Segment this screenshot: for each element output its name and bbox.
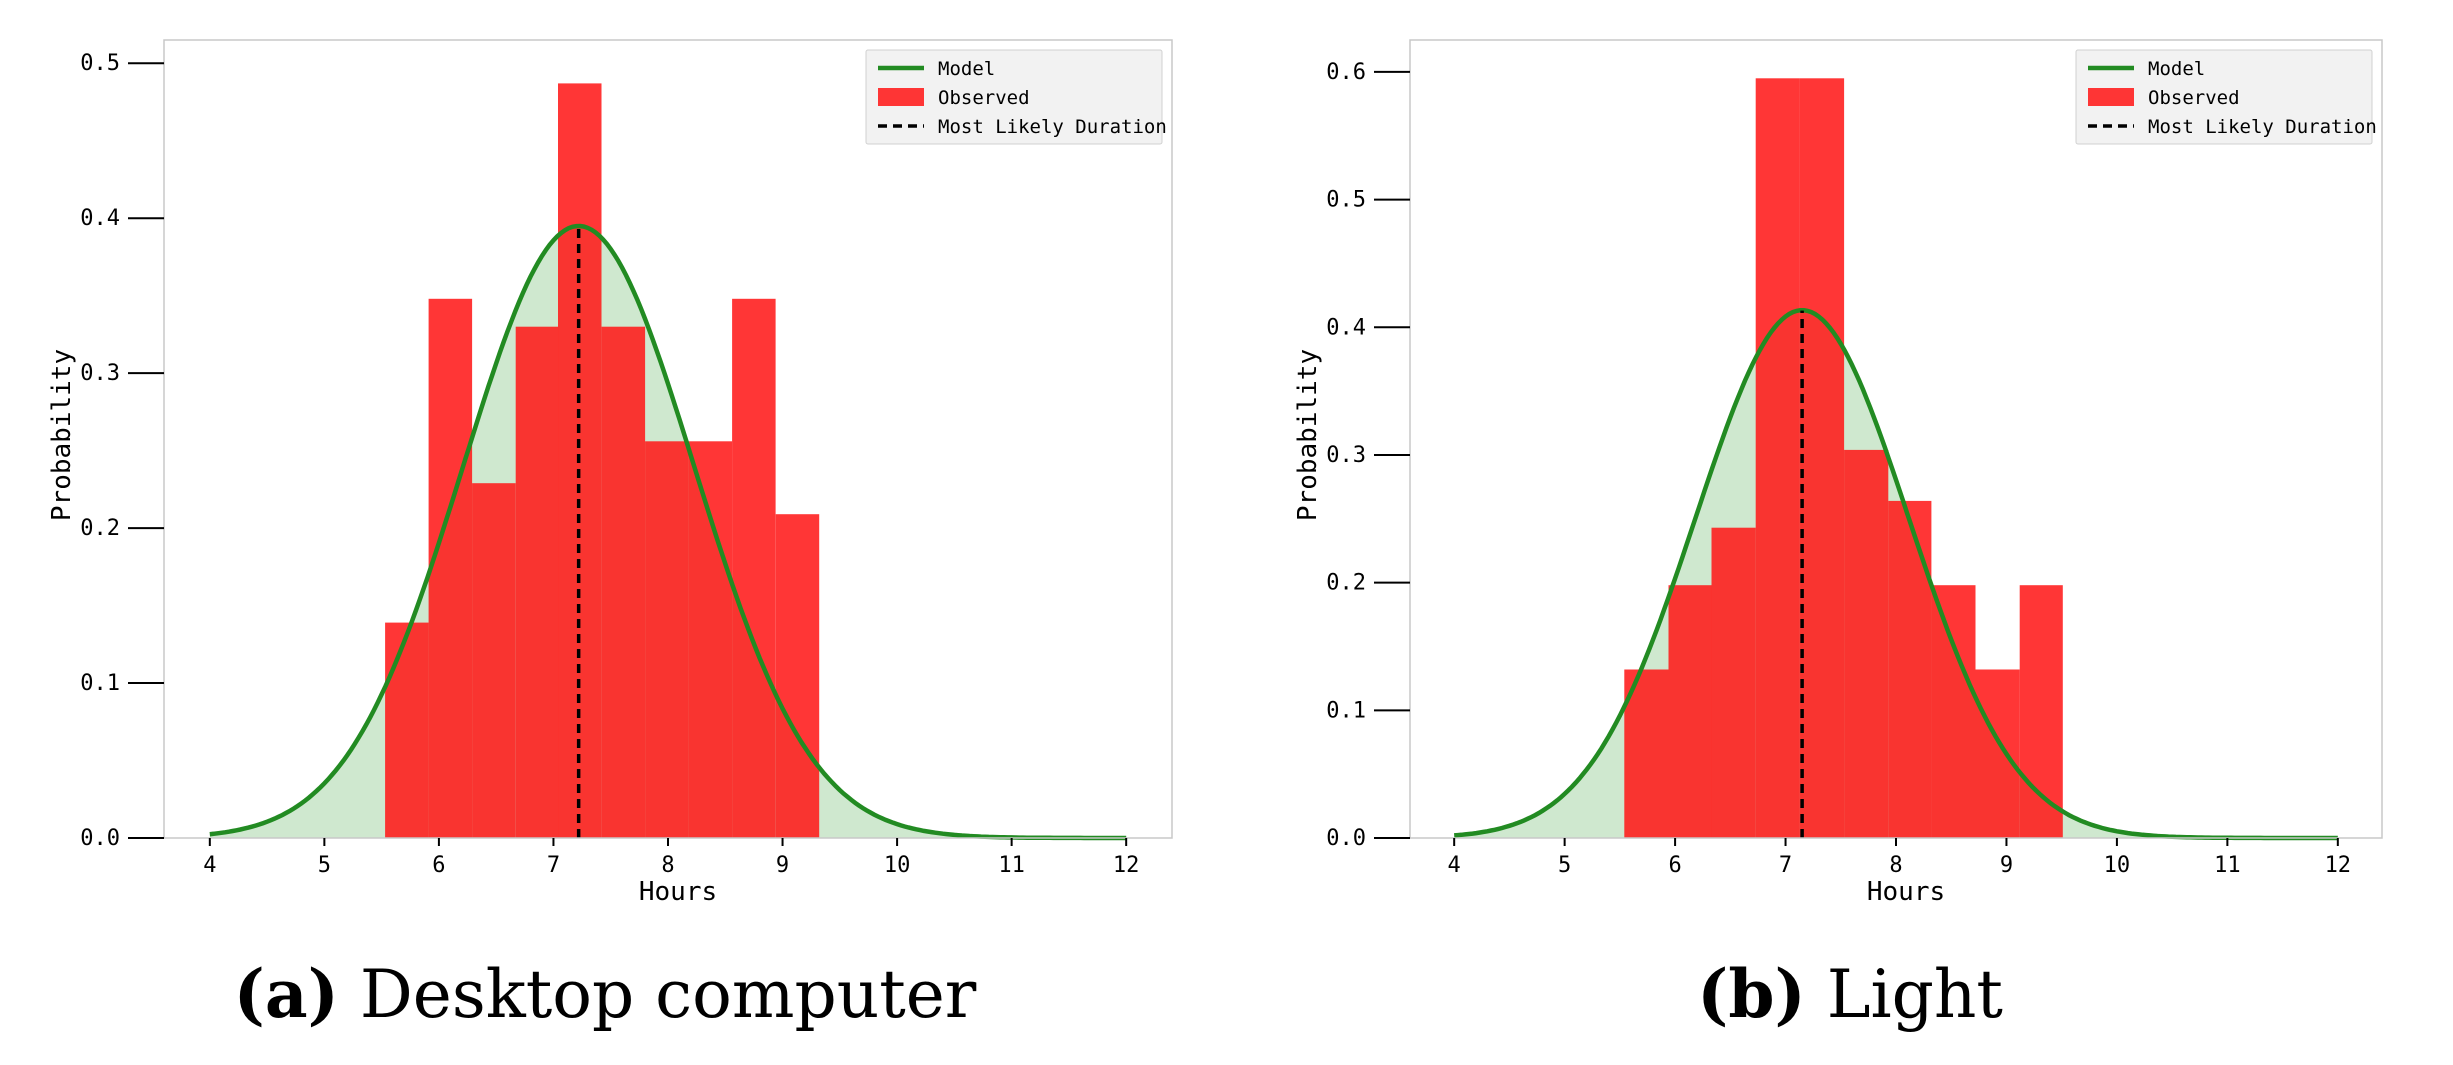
y-tick-label-b-4: 0.4 bbox=[1326, 315, 1366, 340]
histogram-bar-b-5 bbox=[1844, 449, 1889, 838]
x-tick-label-a-3: 7 bbox=[547, 853, 560, 878]
x-tick-label-b-5: 9 bbox=[2000, 853, 2013, 878]
legend-box-b bbox=[2075, 49, 2373, 145]
x-tick-label-b-4: 8 bbox=[1889, 853, 1902, 878]
x-tick-label-a-4: 8 bbox=[661, 853, 674, 878]
y-tick-label-b-3: 0.3 bbox=[1326, 443, 1366, 468]
x-tick-label-b-2: 6 bbox=[1668, 853, 1681, 878]
caption-letter-a: (a) bbox=[233, 955, 339, 1033]
y-tick-label-b-5: 0.5 bbox=[1326, 188, 1366, 213]
histogram-bar-b-6 bbox=[1888, 500, 1932, 838]
legend-most-likely-label-a: Most Likely Duration bbox=[938, 116, 1167, 138]
x-tick-label-b-7: 11 bbox=[2214, 853, 2241, 878]
y-tick-label-a-1: 0.1 bbox=[80, 671, 120, 696]
histogram-bar-b-2 bbox=[1711, 527, 1756, 838]
y-tick-label-a-0: 0.0 bbox=[80, 826, 120, 851]
histogram-bar-b-3 bbox=[1755, 78, 1800, 839]
model-curve-a bbox=[209, 223, 1127, 841]
histogram-bar-b-4 bbox=[1799, 78, 1845, 839]
x-tick-label-a-8: 12 bbox=[1113, 853, 1140, 878]
y-tick-label-a-3: 0.3 bbox=[80, 361, 120, 386]
histogram-bar-a-1 bbox=[428, 298, 473, 838]
chart-panel-a: 0.0 0.1 0.2 0.3 0.4 0.5 4 5 6 7 8 9 10 11 12 Hours Proba… bbox=[47, 39, 1173, 907]
x-tick-label-b-8: 12 bbox=[2325, 853, 2352, 878]
legend-observed-swatch-a bbox=[878, 88, 924, 106]
histogram-bar-b-9 bbox=[2019, 585, 2063, 838]
x-tick-label-a-1: 5 bbox=[318, 853, 331, 878]
caption-a: (a) Desktop computer bbox=[195, 955, 1015, 1035]
x-axis-label-a: Hours bbox=[639, 877, 717, 907]
x-tick-label-b-1: 5 bbox=[1558, 853, 1571, 878]
y-tick-label-b-0: 0.0 bbox=[1326, 826, 1366, 851]
x-tick-label-a-7: 11 bbox=[998, 853, 1025, 878]
histogram-bar-a-5 bbox=[601, 326, 646, 838]
histogram-bar-b-1 bbox=[1668, 585, 1712, 838]
legend-observed-swatch-b bbox=[2088, 88, 2134, 106]
legend-model-label-a: Model bbox=[938, 58, 995, 80]
histogram-bar-a-9 bbox=[775, 514, 820, 838]
histogram-bar-a-7 bbox=[688, 441, 733, 838]
caption-letter-b: (b) bbox=[1697, 955, 1806, 1033]
x-tick-label-b-0: 4 bbox=[1448, 853, 1461, 878]
x-tick-label-a-2: 6 bbox=[432, 853, 445, 878]
x-tick-label-b-6: 10 bbox=[2104, 853, 2131, 878]
y-tick-label-b-2: 0.2 bbox=[1326, 571, 1366, 596]
chart-panel-b: 0.0 0.1 0.2 0.3 0.4 0.5 0.6 4 5 6 7 8 9 10 11 12 Hours Pr… bbox=[1293, 39, 2383, 907]
y-tick-label-a-4: 0.4 bbox=[80, 206, 120, 231]
x-axis-label-b: Hours bbox=[1867, 877, 1945, 907]
histogram-bar-a-0 bbox=[385, 622, 429, 838]
caption-b: (b) Light bbox=[1440, 955, 2260, 1035]
histogram-bar-b-8 bbox=[1975, 669, 2020, 838]
x-tick-label-b-3: 7 bbox=[1779, 853, 1792, 878]
legend-observed-label-b: Observed bbox=[2148, 87, 2240, 109]
histogram-bar-b-7 bbox=[1931, 585, 1976, 838]
x-tick-label-a-0: 4 bbox=[203, 853, 216, 878]
legend-most-likely-label-b: Most Likely Duration bbox=[2148, 116, 2377, 138]
caption-text-a: Desktop computer bbox=[359, 956, 977, 1033]
y-tick-label-a-2: 0.2 bbox=[80, 516, 120, 541]
y-axis-label-b: Probability bbox=[1293, 349, 1323, 521]
histogram-bar-b-0 bbox=[1624, 669, 1669, 838]
histogram-bar-a-2 bbox=[472, 483, 516, 838]
y-tick-label-b-6: 0.6 bbox=[1326, 60, 1366, 85]
legend-observed-label-a: Observed bbox=[938, 87, 1030, 109]
y-tick-label-b-1: 0.1 bbox=[1326, 698, 1366, 723]
caption-text-b: Light bbox=[1826, 956, 2003, 1033]
histogram-bar-a-3 bbox=[515, 326, 559, 838]
x-tick-label-a-5: 9 bbox=[776, 853, 789, 878]
legend-model-label-b: Model bbox=[2148, 58, 2205, 80]
y-axis-label-a: Probability bbox=[47, 349, 77, 521]
histogram-bar-a-6 bbox=[645, 441, 689, 838]
y-tick-label-a-5: 0.5 bbox=[80, 51, 120, 76]
histogram-bar-a-8 bbox=[732, 298, 776, 838]
legend-box-a bbox=[865, 49, 1163, 145]
x-tick-label-a-6: 10 bbox=[884, 853, 911, 878]
